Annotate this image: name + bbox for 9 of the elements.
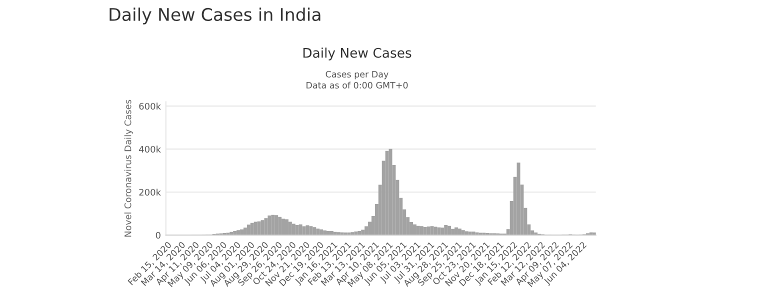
chart-subtitle: Daily New Cases	[303, 48, 412, 60]
text: Cases per Day	[326, 70, 388, 80]
text: Data as of 0:00 GMT+0	[306, 82, 408, 89]
y-axis-title: Novel Coronavirus Daily Cases	[124, 100, 134, 237]
y-tick-label: 200k	[139, 188, 162, 196]
y-tick-label: 400k	[139, 146, 162, 153]
y-tick-label: 0	[156, 232, 160, 239]
y-tick-label: 600k	[139, 102, 162, 110]
chart-title: Daily New Cases in India	[110, 8, 320, 24]
